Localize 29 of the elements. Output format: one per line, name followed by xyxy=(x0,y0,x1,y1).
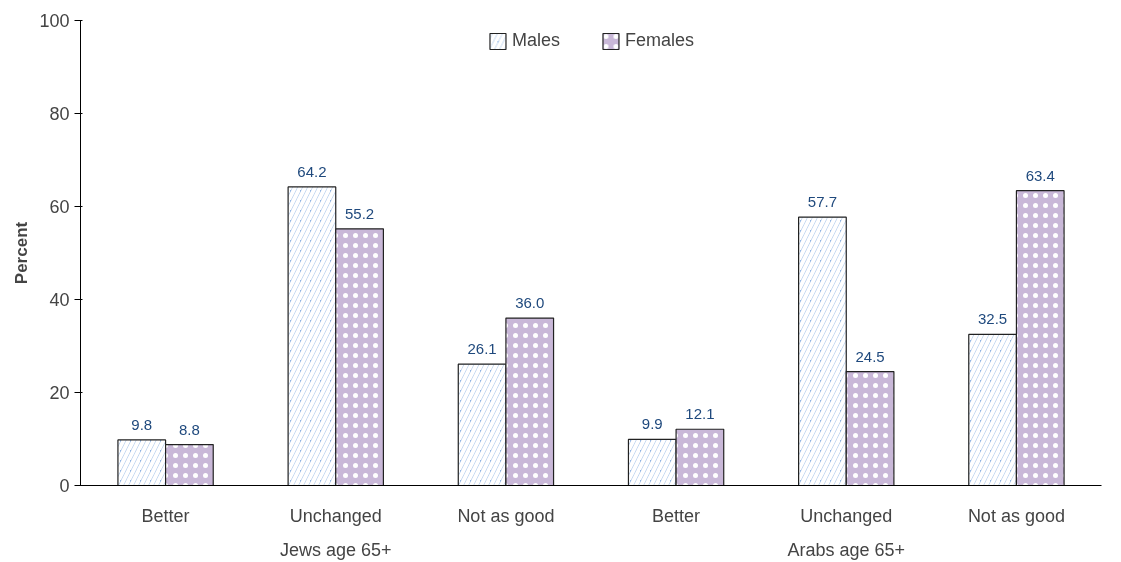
x-tick-label: Not as good xyxy=(967,505,1065,526)
data-label: 32.5 xyxy=(978,310,1008,328)
data-label: 26.1 xyxy=(467,340,497,358)
y-tick-label: 60 xyxy=(49,197,70,217)
data-label: 12.1 xyxy=(685,405,715,423)
legend-label: Females xyxy=(624,30,695,51)
y-tick-label: 100 xyxy=(39,11,70,31)
data-label: 55.2 xyxy=(344,204,375,222)
legend-label: Males xyxy=(511,30,560,51)
x-tick-label: Unchanged xyxy=(289,505,382,526)
y-axis-title: Percent xyxy=(12,221,32,285)
text: Arabs age 65+ xyxy=(787,539,906,560)
y-tick-label: 40 xyxy=(49,290,70,310)
data-label: 63.4 xyxy=(1025,166,1055,184)
data-label: 8.8 xyxy=(178,420,200,438)
x-tick-label: Unchanged xyxy=(800,505,893,526)
text: Jews age 65+ xyxy=(279,539,392,560)
data-label: 64.2 xyxy=(297,162,327,180)
data-label: 24.5 xyxy=(855,347,885,365)
data-label: 36.0 xyxy=(515,294,545,312)
data-label: 57.7 xyxy=(807,193,838,211)
y-tick-label: 80 xyxy=(49,104,70,124)
x-tick-label: Better xyxy=(141,505,190,526)
data-label: 9.8 xyxy=(131,415,153,433)
y-tick-label: 0 xyxy=(59,476,70,496)
data-label: 9.9 xyxy=(641,415,663,433)
x-tick-label: Better xyxy=(652,505,701,526)
x-tick-label: Not as good xyxy=(457,505,555,526)
y-tick-label: 20 xyxy=(49,383,70,403)
